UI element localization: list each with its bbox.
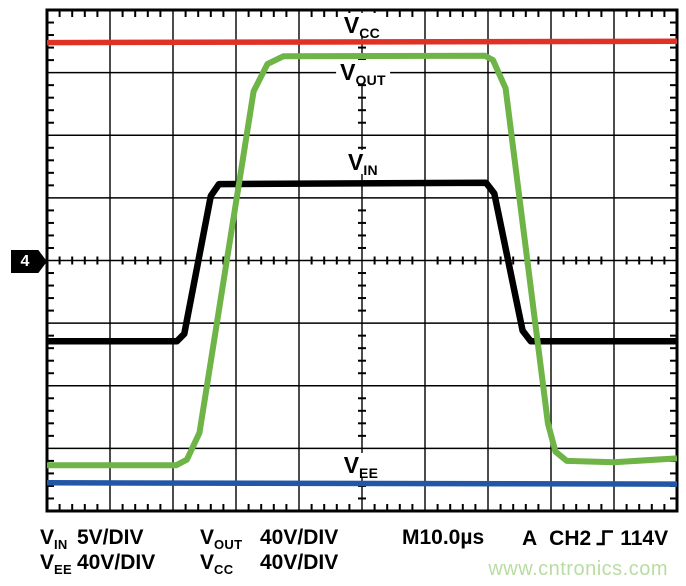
vee-scale-readout: VEE 40V/DIV — [40, 551, 156, 577]
vin-symbol: VIN — [40, 526, 68, 552]
vin-scale-value: 5V/DIV — [77, 526, 144, 549]
trigger-level: 114V — [620, 527, 669, 550]
trigger-source: CH2 — [549, 527, 592, 550]
vcc-trace-label: VCC — [339, 13, 385, 40]
timebase-readout: M10.0µs — [402, 526, 485, 549]
vout-scale-value: 40V/DIV — [260, 526, 339, 549]
vcc-scale-readout: VCC 40V/DIV — [200, 551, 339, 577]
watermark: www.cntronics.com — [488, 558, 668, 580]
vout-trace-label: VOUT — [336, 60, 390, 87]
vcc-symbol: VCC — [200, 551, 234, 577]
trigger-readout: A CH2 114V — [522, 527, 668, 549]
vin-trace-label: VIN — [344, 150, 382, 177]
vee-symbol: VEE — [40, 551, 72, 577]
rising-edge-trigger-icon — [596, 530, 614, 546]
waveform-plot — [45, 8, 679, 513]
channel-4-marker: 4 — [11, 250, 47, 273]
vout-symbol: VOUT — [200, 526, 243, 552]
vout-scale-readout: VOUT 40V/DIV — [200, 526, 339, 552]
vee-trace-label: VEE — [339, 453, 383, 480]
vee-scale-value: 40V/DIV — [77, 551, 156, 574]
channel-4-marker-label: 4 — [20, 252, 30, 270]
vcc-scale-value: 40V/DIV — [260, 551, 339, 574]
vin-scale-readout: VIN 5V/DIV — [40, 526, 144, 552]
trigger-mode: A — [522, 527, 538, 550]
